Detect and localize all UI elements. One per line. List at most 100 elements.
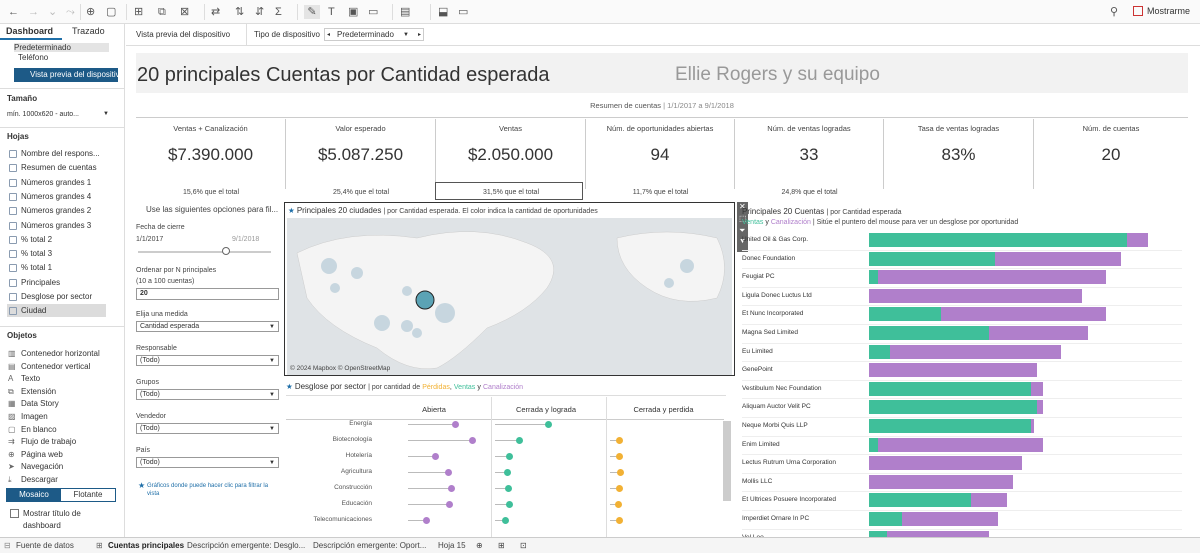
- account-label[interactable]: Neque Morbi Quis LLP: [742, 422, 808, 429]
- highlight-icon[interactable]: ✎: [304, 5, 320, 19]
- format-icon[interactable]: ▣: [348, 6, 359, 18]
- kpi-card[interactable]: Núm. de ventas logradas 33: [735, 119, 884, 189]
- save-icon[interactable]: ▢: [106, 6, 117, 18]
- account-bar-sales[interactable]: [869, 419, 1031, 433]
- city-marker[interactable]: [664, 278, 674, 288]
- sector-label[interactable]: Agricultura: [340, 468, 372, 475]
- new-story-icon[interactable]: ⊡: [520, 541, 527, 550]
- account-label[interactable]: Enim Limited: [742, 440, 780, 448]
- account-label[interactable]: Ligula Donec Luctus Ltd: [742, 291, 812, 299]
- object-item[interactable]: ⇉ Flujo de trabajo: [8, 436, 76, 447]
- tab-tooltip-1[interactable]: Descripción emergente: Desglo...: [187, 541, 306, 550]
- account-label[interactable]: United Oil & Gas Corp.: [742, 236, 809, 243]
- sector-dot[interactable]: [448, 485, 456, 492]
- tab-dashboard[interactable]: Dashboard: [6, 26, 54, 36]
- account-bar-sales[interactable]: [869, 251, 995, 266]
- sector-label[interactable]: Biotecnología: [332, 436, 372, 443]
- city-marker-selected[interactable]: [415, 290, 435, 310]
- sheet-item[interactable]: % total 3: [7, 247, 106, 260]
- tab-layout[interactable]: Trazado: [72, 26, 105, 36]
- account-bar-sales[interactable]: [869, 307, 941, 322]
- tab-datasource[interactable]: Fuente de datos: [16, 541, 74, 550]
- account-label[interactable]: Et Ultrices Posuere Incorporated: [742, 496, 836, 504]
- account-bar-sales[interactable]: [869, 381, 1031, 396]
- account-label[interactable]: Feugiat PC: [742, 273, 775, 281]
- city-marker[interactable]: [330, 283, 340, 293]
- sector-dot[interactable]: [615, 485, 623, 492]
- sector-label[interactable]: Educación: [341, 500, 372, 507]
- kpi-card[interactable]: Núm. de cuentas 20: [1034, 119, 1188, 189]
- sector-dot[interactable]: [505, 453, 513, 460]
- fit-icon[interactable]: ▭: [368, 6, 379, 18]
- account-bar-pipeline[interactable]: [902, 512, 998, 526]
- kpi-card[interactable]: Ventas $2.050.000: [436, 119, 586, 189]
- sheet-item[interactable]: Resumen de cuentas: [7, 161, 106, 174]
- city-marker[interactable]: [374, 315, 390, 331]
- sector-dot[interactable]: [614, 501, 622, 508]
- object-item[interactable]: ➤ Navegación: [8, 461, 63, 472]
- account-bar-pipeline[interactable]: [887, 530, 989, 537]
- account-bar-pipeline[interactable]: [1037, 400, 1043, 415]
- mode-floating-button[interactable]: Flotante: [73, 490, 103, 499]
- seller-select[interactable]: (Todo) ▼: [136, 423, 279, 434]
- account-bar-sales[interactable]: [869, 326, 989, 340]
- sector-dot[interactable]: [615, 517, 623, 524]
- sector-dot[interactable]: [501, 517, 509, 524]
- new-sheet-icon[interactable]: ⊕: [476, 541, 483, 550]
- account-bar-sales[interactable]: [869, 270, 878, 285]
- show-me-button[interactable]: Mostrarme: [1147, 6, 1191, 16]
- back-icon[interactable]: ←: [8, 6, 19, 18]
- account-label[interactable]: Lectus Rutrum Urna Corporation: [742, 459, 836, 467]
- swap-icon[interactable]: ⇄: [211, 6, 221, 18]
- account-bar-pipeline[interactable]: [971, 493, 1007, 508]
- kpi-card[interactable]: Núm. de oportunidades abiertas 94: [586, 119, 735, 189]
- sector-label[interactable]: Energía: [349, 420, 372, 427]
- account-label[interactable]: Magna Sed Limited: [742, 329, 799, 336]
- account-label[interactable]: Vestibulum Nec Foundation: [742, 384, 822, 392]
- new-dashboard-icon[interactable]: ⊞: [498, 541, 505, 550]
- sector-dot[interactable]: [615, 453, 623, 460]
- account-bar-pipeline[interactable]: [878, 437, 1043, 452]
- object-item[interactable]: ▢ En blanco: [8, 424, 57, 435]
- account-bar-pipeline[interactable]: [869, 363, 1037, 378]
- tooltip-icon[interactable]: ⬓: [438, 6, 449, 18]
- show-cards-icon[interactable]: ▤: [400, 6, 411, 18]
- sector-dot[interactable]: [431, 453, 439, 460]
- sector-label[interactable]: Hotelería: [345, 452, 372, 459]
- object-item[interactable]: ▦ Data Story: [8, 398, 59, 409]
- sheet-item[interactable]: Números grandes 2: [7, 204, 106, 217]
- account-label[interactable]: Eu Limited: [742, 347, 773, 355]
- object-item[interactable]: ⊕ Página web: [8, 449, 63, 460]
- show-title-checkbox[interactable]: [10, 509, 19, 518]
- sheet-item[interactable]: % total 1: [7, 261, 106, 274]
- account-bar-pipeline[interactable]: [869, 288, 1082, 303]
- mode-tiled-button[interactable]: Mosaico: [7, 489, 61, 501]
- sector-dot[interactable]: [515, 437, 523, 444]
- owner-select[interactable]: (Todo) ▼: [136, 355, 279, 366]
- account-bar-sales[interactable]: [869, 530, 887, 537]
- redo-icon[interactable]: ⤳: [66, 6, 75, 18]
- expand-icon[interactable]: ⬚: [739, 214, 747, 223]
- pin-icon[interactable]: ⚲: [1110, 6, 1119, 18]
- date-slider-handle[interactable]: [222, 247, 230, 255]
- device-default[interactable]: Predeterminado: [14, 43, 71, 52]
- city-marker[interactable]: [412, 328, 422, 338]
- close-icon[interactable]: ✕: [739, 202, 746, 211]
- map-canvas[interactable]: © 2024 Mapbox © OpenStreetMap: [287, 218, 732, 375]
- account-label[interactable]: Aliquam Auctor Velit PC: [742, 403, 811, 411]
- country-select[interactable]: (Todo) ▼: [136, 457, 279, 468]
- object-item[interactable]: ⤓ Descargar: [8, 474, 58, 485]
- tab-active-dashboard[interactable]: Cuentas principales: [108, 541, 185, 550]
- sector-label[interactable]: Telecomunicaciones: [313, 516, 372, 523]
- object-item[interactable]: ▥ Contenedor horizontal: [8, 348, 100, 359]
- city-marker[interactable]: [680, 259, 694, 273]
- sheet-item[interactable]: Desglose por sector: [7, 290, 106, 303]
- account-bar-sales[interactable]: [869, 493, 971, 508]
- sector-dot[interactable]: [445, 501, 453, 508]
- sector-dot[interactable]: [615, 437, 623, 444]
- account-bar-pipeline[interactable]: [869, 474, 1013, 489]
- filter-icon[interactable]: ⏷: [739, 226, 746, 235]
- account-bar-pipeline[interactable]: [1127, 233, 1148, 247]
- kpi-card[interactable]: Ventas + Canalización $7.390.000: [136, 119, 286, 189]
- account-bar-pipeline[interactable]: [869, 456, 1022, 471]
